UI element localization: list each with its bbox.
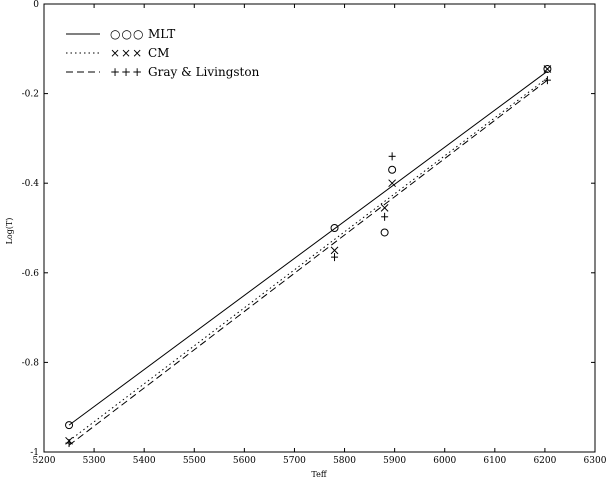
marker-plus [331,253,339,262]
legend-symbol-2: +++ [110,65,143,79]
marker-circle [380,228,389,237]
x-tick-label: 5500 [183,456,206,466]
y-tick-label: -0.2 [22,90,39,100]
axis-ticks: 5200 5300 5400 5500 5600 5700 5800 5900 6000 6100… [22,0,606,466]
x-tick-label: 5700 [283,456,306,466]
x-tick-label: 5600 [233,456,256,466]
marker-plus [543,76,551,85]
x-tick-label: 5800 [333,456,356,466]
series-line-2 [68,79,548,446]
x-tick-label: 6300 [584,456,606,466]
x-tick-label: 6200 [533,456,556,466]
legend-symbol-1: ××× [110,46,143,60]
marker-circle [388,165,397,174]
y-axis-label: Log(T) [5,218,14,245]
legend-label-1: CM [148,46,169,60]
marker-plus [65,439,73,448]
marker-x [543,65,552,73]
marker-x [330,246,339,255]
series-lines [68,70,548,446]
marker-circle [330,224,339,232]
x-tick-label: 6000 [433,456,456,466]
plot-frame [43,3,596,453]
y-tick-label: -0.4 [22,179,40,189]
marker-circle [543,64,552,73]
y-tick-label: -0.6 [22,269,40,279]
series-line-1 [68,77,548,442]
x-tick-label: 5400 [133,456,156,466]
series-markers [65,64,552,448]
marker-circle [65,421,74,430]
marker-x [388,179,396,188]
series-line-0 [68,70,548,426]
y-tick-label: -1 [30,448,39,458]
legend-label-0: MLT [148,27,175,41]
x-tick-label: 5900 [383,456,406,466]
x-axis-label: Teff [311,470,327,479]
y-tick-label: -0.8 [22,358,40,368]
x-tick-label: 5200 [33,456,56,466]
x-tick-label: 5300 [83,456,106,466]
legend: ○○○ MLT ××× CM +++ Gray & Livingston [66,27,260,79]
marker-x [380,203,389,212]
legend-symbol-0: ○○○ [110,27,144,41]
x-tick-label: 6100 [483,456,506,466]
marker-plus [381,212,389,221]
legend-label-2: Gray & Livingston [148,65,260,79]
y-tick-label: 0 [33,0,39,10]
marker-plus [388,152,396,161]
